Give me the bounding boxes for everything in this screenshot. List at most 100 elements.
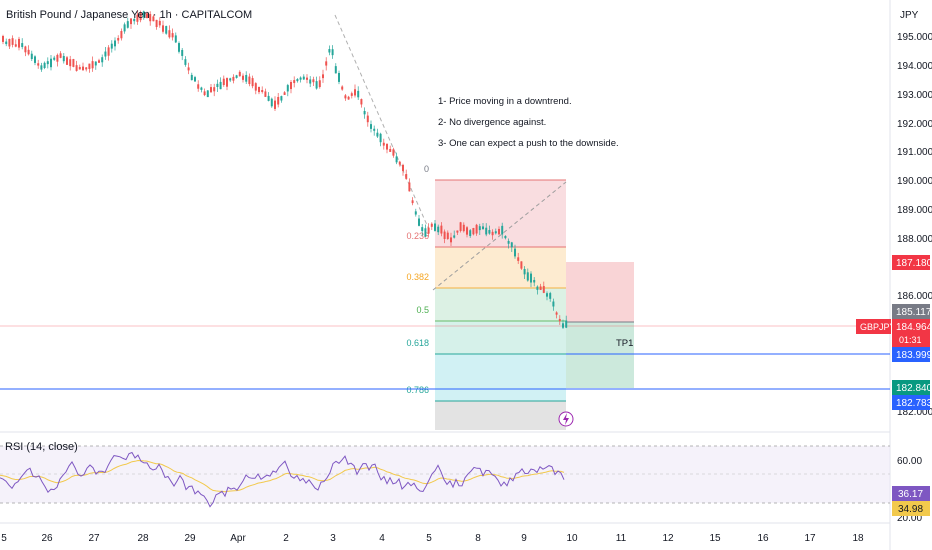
- price-tick-191: 191.000: [897, 147, 932, 158]
- candle-body: [318, 80, 321, 87]
- candle-body: [222, 78, 225, 86]
- candle-body: [59, 53, 62, 58]
- rsi-tick-20: 20.00: [897, 513, 922, 524]
- svg-text:182.840: 182.840: [896, 383, 932, 394]
- candle-body: [523, 269, 526, 275]
- candle-body: [562, 323, 564, 328]
- candle-body: [328, 49, 331, 53]
- candle-body: [267, 95, 270, 101]
- candle-body: [459, 222, 462, 231]
- candle-body: [184, 59, 187, 65]
- candle-body: [270, 98, 273, 107]
- candle-body: [30, 53, 33, 60]
- candle-body: [546, 293, 548, 297]
- svg-text:34.98: 34.98: [898, 504, 923, 515]
- price-tick-190: 190.000: [897, 176, 932, 187]
- tag-last-price: 184.964 01:31: [892, 319, 932, 347]
- candle-body: [405, 174, 408, 179]
- candle-body: [373, 128, 376, 131]
- candle-body: [456, 230, 459, 233]
- candle-body: [264, 91, 267, 97]
- fib-label-05: 0.5: [416, 305, 429, 315]
- candle-body: [478, 226, 481, 231]
- candle-body: [290, 82, 292, 90]
- candle-body: [258, 86, 260, 93]
- candle-body: [552, 301, 555, 307]
- time-tick: 9: [521, 533, 527, 544]
- candle-body: [414, 211, 417, 215]
- candle-body: [354, 89, 356, 96]
- candle-body: [347, 96, 350, 100]
- price-tick-186: 186.000: [897, 291, 932, 302]
- candle-body: [418, 218, 420, 226]
- candle-body: [357, 90, 360, 98]
- time-tick: Apr: [230, 533, 246, 544]
- candle-body: [504, 235, 507, 239]
- candle-body: [238, 71, 241, 77]
- candle-body: [110, 43, 113, 49]
- time-tick: 18: [852, 533, 864, 544]
- svg-text:182.783: 182.783: [896, 398, 932, 409]
- candle-body: [306, 77, 308, 80]
- time-tick: 2: [283, 533, 289, 544]
- candle-body: [216, 83, 219, 87]
- time-tick: 28: [137, 533, 149, 544]
- candle-body: [120, 31, 123, 39]
- candle-body: [424, 228, 427, 237]
- short-position-tool[interactable]: TP1: [566, 262, 634, 388]
- candle-body: [315, 81, 318, 89]
- time-tick: 26: [41, 533, 53, 544]
- note-2: 2- No divergence against.: [438, 117, 546, 128]
- price-tick-182: 182.000: [897, 407, 932, 418]
- time-axis[interactable]: 5 26 27 28 29 Apr 2 3 4 5 8 9 10 11 12 15 16 17 18: [1, 533, 864, 544]
- candle-body: [21, 43, 24, 48]
- tag-line-2: 182.783: [892, 395, 932, 410]
- candle-body: [382, 142, 385, 146]
- tag-tp: 183.999: [892, 347, 932, 362]
- candle-body: [158, 20, 161, 26]
- candle-body: [501, 225, 504, 235]
- candle-body: [66, 57, 68, 65]
- candle-body: [283, 92, 286, 95]
- candle-body: [53, 57, 56, 60]
- svg-text:01:31: 01:31: [899, 335, 922, 345]
- time-tick: 8: [475, 533, 481, 544]
- candle-body: [142, 11, 145, 18]
- fib-zone-0618-0786: [435, 354, 566, 401]
- candle-body: [466, 227, 468, 235]
- tp-label: TP1: [616, 338, 633, 349]
- candle-body: [98, 60, 100, 63]
- candle-body: [101, 57, 104, 63]
- currency-label: JPY: [900, 10, 919, 21]
- candle-body: [82, 66, 84, 71]
- note-1: 1- Price moving in a downtrend.: [438, 96, 572, 107]
- candle-body: [5, 41, 8, 45]
- price-axis-bg: [890, 0, 932, 550]
- candle-body: [507, 240, 510, 244]
- rsi-ma-line: [0, 459, 565, 493]
- candle-body: [206, 90, 209, 98]
- time-tick: 11: [616, 533, 627, 544]
- fib-retracement[interactable]: 0 0.236 0.382 0.5 0.618 0.786: [406, 164, 567, 430]
- rsi-tick-60: 60.00: [897, 456, 922, 467]
- candle-body: [485, 227, 488, 235]
- candle-body: [11, 38, 14, 45]
- candle-body: [50, 58, 52, 68]
- candle-body: [482, 226, 484, 230]
- fib-label-0382: 0.382: [406, 272, 429, 282]
- candle-body: [178, 43, 180, 52]
- candle-body: [344, 95, 347, 99]
- candle-body: [155, 19, 158, 28]
- candle-body: [226, 78, 228, 87]
- downtrend-line[interactable]: [334, 14, 431, 233]
- fib-zone-0236-0382: [435, 247, 566, 288]
- lightning-icon[interactable]: [558, 411, 574, 427]
- candle-body: [309, 79, 312, 84]
- candle-body: [536, 286, 539, 290]
- time-tick: 27: [88, 533, 100, 544]
- candle-body: [261, 90, 264, 93]
- candle-body: [392, 149, 395, 156]
- candle-body: [331, 49, 334, 56]
- time-tick: 5: [426, 533, 432, 544]
